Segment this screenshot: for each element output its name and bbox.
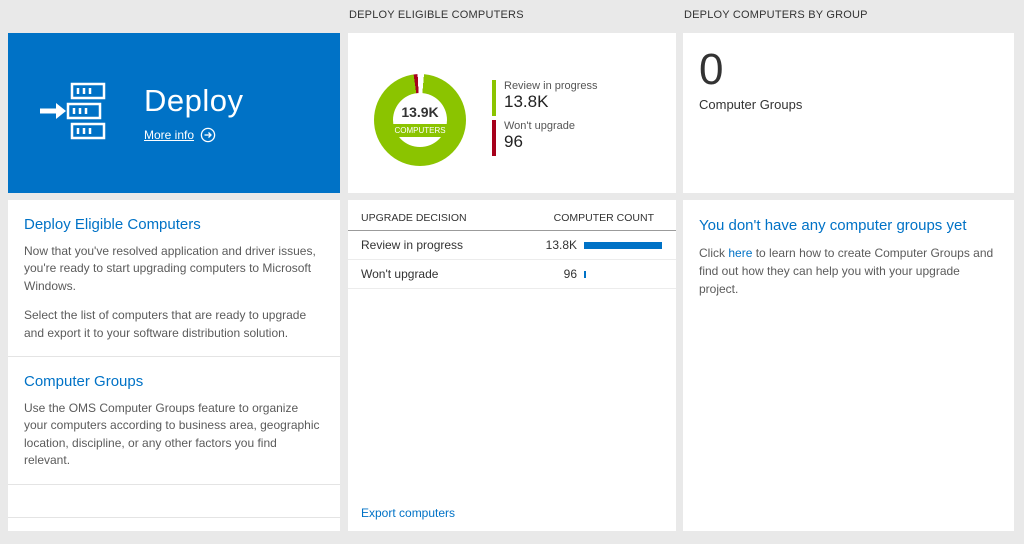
count-bar	[584, 270, 586, 278]
deploy-hero-tile[interactable]: Deploy More info	[8, 33, 340, 193]
section-divider	[8, 483, 340, 485]
empty-section	[8, 485, 340, 517]
empty-state-text: Click here to learn how to create Comput…	[699, 244, 998, 298]
legend-item-review-in-progress: Review in progress 13.8K	[492, 80, 598, 116]
section-header-deploy-eligible-computers: DEPLOY ELIGIBLE COMPUTERS	[349, 9, 524, 21]
more-info-link[interactable]: More info	[144, 127, 216, 143]
eligible-computers-chart-tile: 13.9K COMPUTERS Review in progress 13.8K…	[348, 33, 676, 193]
hero-title: Deploy	[144, 82, 244, 118]
deploy-eligible-paragraph-2: Select the list of computers that are re…	[24, 308, 307, 340]
computer-groups-empty-state-tile: You don't have any computer groups yet C…	[683, 200, 1014, 531]
legend-value: 96	[504, 132, 523, 151]
column-header-computer-count: COMPUTER COUNT	[553, 212, 654, 224]
deploy-eligible-paragraph-1: Now that you've resolved application and…	[24, 244, 316, 293]
here-link[interactable]: here	[728, 246, 753, 260]
column-header-upgrade-decision: UPGRADE DECISION	[361, 212, 467, 224]
empty-state-heading: You don't have any computer groups yet	[699, 217, 967, 234]
empty-state-text-after: to learn how to create Computer Groups a…	[699, 246, 994, 296]
row-value: 96	[563, 267, 577, 281]
table-row[interactable]: Review in progress 13.8K	[348, 231, 676, 260]
more-info-label: More info	[144, 127, 195, 142]
table-header-row: UPGRADE DECISION COMPUTER COUNT	[348, 200, 676, 231]
row-value: 13.8K	[545, 238, 577, 252]
legend-color-bar-red	[492, 120, 496, 156]
donut-total-value: 13.9K	[401, 103, 439, 120]
computer-groups-paragraph: Use the OMS Computer Groups feature to o…	[24, 400, 320, 468]
computer-groups-count-label: Computer Groups	[699, 97, 803, 113]
deploy-icon	[38, 81, 110, 146]
row-label: Review in progress	[361, 238, 464, 252]
section-divider	[8, 355, 340, 357]
legend-label: Review in progress	[504, 80, 598, 92]
empty-state-text-before: Click	[699, 246, 729, 260]
section-header-deploy-computers-by-group: DEPLOY COMPUTERS BY GROUP	[684, 9, 868, 21]
export-computers-link[interactable]: Export computers	[361, 506, 456, 520]
table-row[interactable]: Won't upgrade 96	[348, 260, 676, 289]
computer-groups-section: Computer Groups Use the OMS Computer Gro…	[8, 357, 340, 484]
chart-legend: Review in progress 13.8K Won't upgrade 9…	[492, 80, 598, 156]
deploy-info-panel: Deploy Eligible Computers Now that you'v…	[8, 200, 340, 531]
donut-total-label: COMPUTERS	[389, 123, 451, 137]
computers-donut-chart: 13.9K COMPUTERS	[374, 74, 466, 166]
deploy-eligible-section: Deploy Eligible Computers Now that you'v…	[8, 200, 340, 356]
donut-center: 13.9K COMPUTERS	[389, 93, 451, 147]
arrow-circle-icon	[200, 127, 216, 142]
legend-value: 13.8K	[504, 92, 549, 111]
computer-groups-count-tile: 0 Computer Groups	[683, 33, 1014, 193]
computer-groups-heading: Computer Groups	[24, 372, 144, 390]
legend-color-bar-green	[492, 80, 496, 116]
legend-item-wont-upgrade: Won't upgrade 96	[492, 120, 598, 156]
upgrade-decision-table-tile: UPGRADE DECISION COMPUTER COUNT Review i…	[348, 200, 676, 531]
count-bar	[584, 241, 662, 249]
deploy-eligible-heading: Deploy Eligible Computers	[24, 216, 201, 233]
row-label: Won't upgrade	[361, 267, 439, 281]
section-divider	[8, 516, 340, 518]
legend-label: Won't upgrade	[504, 120, 576, 132]
computer-groups-count: 0	[699, 45, 724, 94]
